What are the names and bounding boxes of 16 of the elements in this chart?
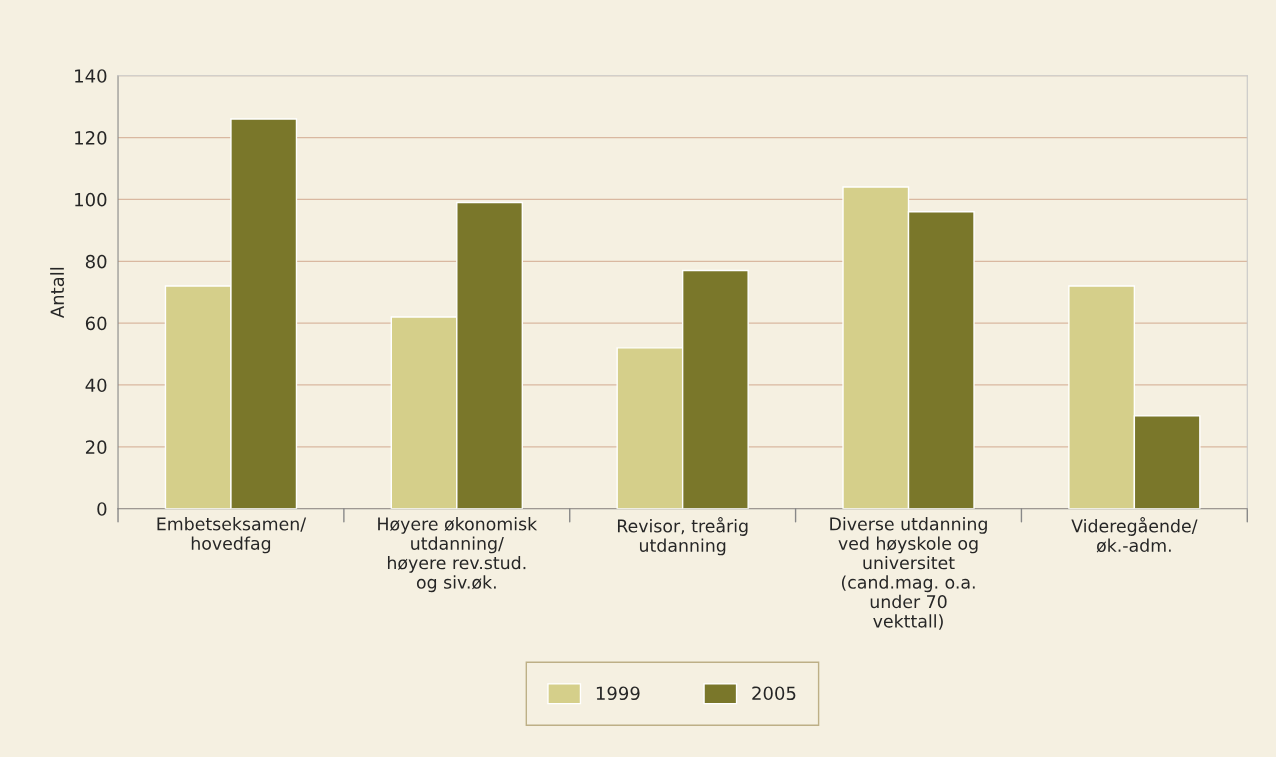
y-tick-label: 0 — [97, 502, 107, 516]
y-tick-label: 80 — [85, 254, 107, 269]
y-axis-title: Antall — [50, 267, 65, 319]
x-tick-label: Høyere økonomisk utdanning/ høyere rev.stud. og siv.øk. — [378, 517, 538, 593]
y-tick-label: 20 — [85, 440, 107, 454]
x-tick-label: Revisor, treårig utdanning — [617, 517, 748, 556]
y-tick-label: 120 — [75, 131, 107, 145]
legend-label: 1999 — [596, 686, 640, 701]
legend-label: 2005 — [752, 686, 796, 701]
x-tick-label: Videregående/ øk.-adm. — [1071, 517, 1198, 553]
x-tick-label: Embetseksamen/ hovedfag — [157, 517, 307, 554]
y-tick-label: 100 — [75, 192, 107, 207]
y-tick-label: 40 — [85, 378, 107, 393]
x-tick-label: Diverse utdanning ved høyskole og universitet (cand.mag. o.a. under 70 vekttall) — [830, 517, 987, 630]
y-tick-label: 60 — [85, 316, 107, 331]
y-tick-label: 140 — [75, 69, 107, 83]
